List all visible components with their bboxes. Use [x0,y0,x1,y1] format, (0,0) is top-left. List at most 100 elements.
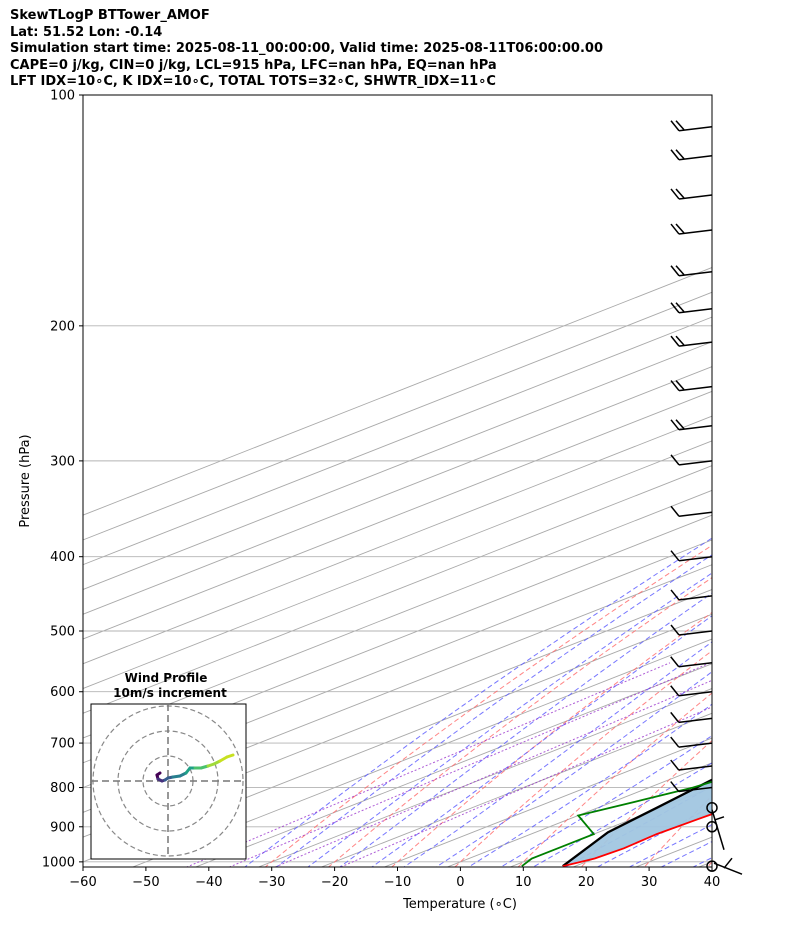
wind-barb [670,454,713,466]
mixing-ratio-line [273,679,712,867]
wind-barb-feather [670,685,680,697]
wind-barb-staff [678,425,713,431]
isotherm-line [83,267,712,516]
dry-adiabat-line [264,544,712,867]
isotherm-line [83,366,712,615]
mixing-ratio-line [228,662,711,867]
wind-barb-feather [670,759,680,771]
wind-barb [706,801,718,814]
hodograph-title: Wind Profile [125,671,208,685]
wind-barb [670,120,713,132]
wind-barb-staff [678,690,713,697]
wind-barb-feather [670,223,680,235]
wind-barb-staff [678,511,713,517]
wind-barb [670,149,713,161]
moist-adiabat-line [628,823,712,867]
wind-barb-feather [675,419,685,430]
x-tick-label: 0 [456,875,464,890]
dry-adiabat-line [762,95,794,878]
wind-barb-staff [678,308,713,314]
wind-barb-feather [675,335,685,346]
dry-adiabat-line [327,577,712,867]
wind-barb-feather [675,149,685,160]
moist-adiabat-line [307,572,712,867]
y-axis-label: Pressure (hPa) [18,434,33,527]
moist-adiabat-line [499,735,712,867]
moist-adiabat-line [371,615,712,867]
header-title: SkewTLogP BTTower_AMOF [10,8,210,23]
y-tick-label: 900 [50,820,75,835]
moist-adiabat-line [435,671,712,867]
isotherm-line [383,737,712,867]
isotherm-line [257,688,712,867]
wind-barb-feather [670,188,680,200]
y-tick-label: 400 [50,550,75,565]
x-tick-label: −20 [321,875,348,890]
wind-barb-staff [711,809,725,850]
y-tick-label: 100 [50,89,75,104]
wind-barb-staff [678,229,713,235]
x-tick-label: −50 [132,875,159,890]
wind-barb [670,265,713,277]
wind-barb-staff [678,662,713,668]
wind-barb-feather [670,265,680,277]
header-cape-info: CAPE=0 j/kg, CIN=0 j/kg, LCL=915 hPa, LF… [10,57,497,73]
wind-barb-staff [678,765,713,771]
wind-barb-feather [675,120,685,131]
dry-adiabat-line [454,650,712,867]
isotherm-line [83,564,712,813]
wind-barb-feather [670,335,680,347]
wind-barb-feather [670,589,680,601]
moist-adiabat-line [692,857,712,867]
wind-barb-staff [678,341,713,347]
x-tick-label: −40 [195,875,222,890]
wind-barb-feather [670,454,680,466]
x-tick-label: 30 [641,875,658,890]
isotherm-line [83,588,712,838]
dry-adiabat-line [706,861,712,867]
wind-barb [670,419,713,431]
wind-barb-staff [678,460,713,466]
wind-barb [670,223,713,235]
moist-adiabat-line [275,554,712,867]
wind-barb [706,821,718,833]
wind-barb-staff [678,786,713,793]
wind-barb [670,589,713,601]
wind-barb-feather [670,624,680,636]
wind-barb-feather [670,380,680,392]
isotherm-line [83,390,712,640]
x-tick-label: −10 [384,875,411,890]
x-tick-label: 10 [515,875,532,890]
moist-adiabat-line [596,805,712,867]
wind-barb-staff [678,742,713,748]
parcel-profile-line [562,778,712,867]
wind-barb-staff [678,630,713,636]
wind-barb [670,736,713,748]
wind-barb [670,505,713,517]
moist-adiabat-line [339,592,712,867]
wind-barb-staff [678,154,713,161]
wind-barb-staff [678,270,713,277]
wind-barb-feather [714,816,725,821]
wind-barb-feather [675,188,685,199]
dewpoint-line [521,780,712,867]
wind-barb-feather [670,120,680,132]
y-tick-label: 200 [50,319,75,334]
wind-barb [670,550,713,562]
wind-barb [670,781,713,793]
moist-adiabat-line [244,537,712,867]
wind-barb-feather [675,380,685,391]
isotherm-line [83,440,712,689]
wind-barb-feather [670,550,680,562]
isotherm-line [83,415,712,665]
dry-adiabat-line [391,611,712,867]
moist-adiabat-line [564,785,712,867]
wind-barb [670,656,713,668]
isotherm-line [83,341,712,590]
isotherm-line [571,811,712,867]
isotherm-line [320,712,712,867]
wind-barb-feather [675,223,685,234]
temperature-line [562,813,712,867]
isotherm-line [131,638,712,867]
y-tick-label: 500 [50,625,75,640]
